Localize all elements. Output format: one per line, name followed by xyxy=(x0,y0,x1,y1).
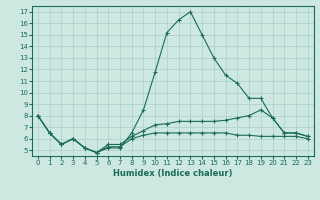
X-axis label: Humidex (Indice chaleur): Humidex (Indice chaleur) xyxy=(113,169,233,178)
